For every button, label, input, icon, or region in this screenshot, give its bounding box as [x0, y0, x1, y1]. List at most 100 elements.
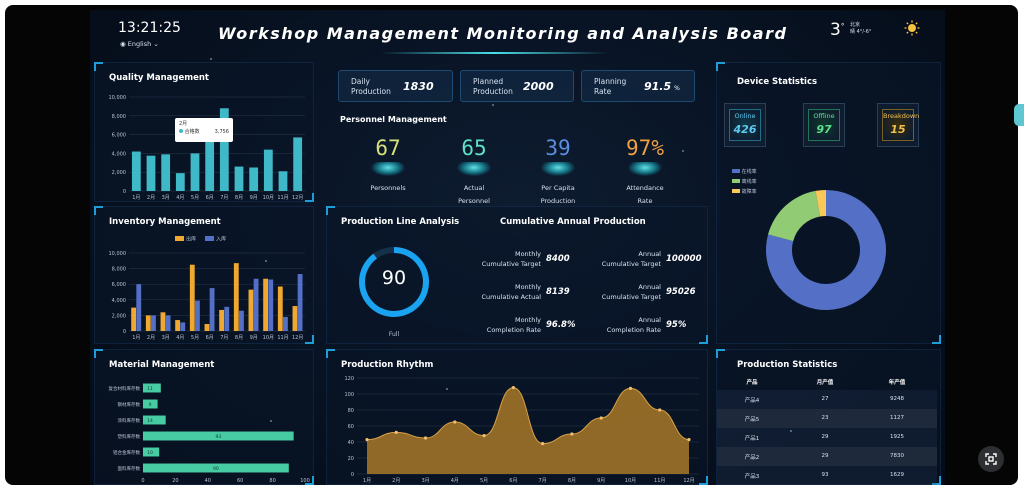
- sun-icon: [904, 20, 920, 36]
- device-breakdown: Breakdown 15: [877, 103, 919, 147]
- personnel-label-line1: Personnels: [370, 184, 406, 192]
- row-label-line2: Completion Rate: [486, 326, 541, 334]
- device-label: Offline: [813, 112, 835, 120]
- pedestal: [541, 162, 575, 176]
- data-point: [541, 442, 545, 446]
- weather-temperature: 3°: [830, 20, 844, 40]
- gauge-arc: [359, 247, 429, 317]
- x-tick-label: 6月: [206, 335, 214, 341]
- dashboard-board: 13:21:25 ◉ English ⌄ Workshop Management…: [90, 10, 945, 485]
- x-tick-label: 100: [300, 478, 310, 484]
- x-tick-label: 5月: [191, 195, 199, 201]
- personnel-label-line1: Per Capita: [541, 184, 575, 192]
- bar: [204, 323, 210, 331]
- bar: [143, 399, 158, 409]
- material-management-title: Material Management: [109, 360, 215, 370]
- table-cell: 产品1: [744, 436, 760, 442]
- inventory-management-panel: Inventory Management 0 2,000 4,000 6,000 8,0…: [94, 206, 314, 344]
- y-tick-label: 复合材料库存数: [109, 385, 141, 392]
- table-cell: 93: [821, 472, 829, 478]
- y-tick-label: 4,000: [112, 298, 126, 304]
- kpi-planning-rate: Planning Rate 91.5%: [581, 70, 695, 102]
- x-tick-label: 1月: [363, 478, 371, 484]
- data-point: [453, 420, 457, 424]
- bar: [233, 263, 239, 331]
- table-cell: 1127: [890, 415, 904, 421]
- y-tick-label: 2,000: [112, 313, 126, 319]
- bar: [146, 155, 156, 191]
- monthly-completion-value: 96.8%: [546, 320, 576, 330]
- chevron-down-icon: ⌄: [153, 40, 159, 48]
- x-tick-label: 10月: [625, 478, 636, 484]
- legend-label: 在线率: [741, 169, 757, 175]
- bar: [136, 284, 142, 331]
- table-row: 产品3 93 1629: [717, 466, 937, 485]
- bar: [143, 431, 294, 441]
- table-cell: 产品2: [744, 455, 760, 461]
- bar: [143, 415, 166, 425]
- personnel-label-line1: Attendance: [626, 184, 664, 192]
- x-tick-label: 3月: [162, 195, 170, 201]
- bar: [143, 447, 160, 457]
- x-tick-label: 20: [172, 478, 178, 484]
- annual-target-value: 100000: [666, 254, 702, 264]
- x-tick-label: 60: [237, 478, 243, 484]
- pedestal: [371, 162, 405, 176]
- bar: [175, 320, 181, 331]
- x-tick-label: 6月: [509, 478, 517, 484]
- x-tick-label: 2月: [147, 195, 155, 201]
- legend-item: 离线率: [732, 177, 757, 187]
- table-row: 产品4 27 9248: [717, 390, 937, 409]
- x-tick-label: 5月: [191, 335, 199, 341]
- device-legend: 在线率 离线率 故障率: [732, 167, 757, 197]
- bar: [175, 173, 185, 191]
- kpi-value: 2000: [523, 80, 554, 93]
- y-tick-label: 涂料库存数: [118, 417, 141, 424]
- row-label-line2: Cumulative Target: [601, 260, 661, 268]
- column-header: 年产值: [888, 380, 906, 386]
- language-selector[interactable]: ◉ English ⌄: [120, 40, 159, 48]
- personnel-value: 97%: [626, 136, 664, 160]
- table-cell: 9248: [890, 396, 904, 402]
- legend-swatch: [205, 236, 214, 241]
- legend-label: 入库: [216, 236, 226, 243]
- y-tick-label: 10,000: [109, 251, 127, 257]
- monthly-target-label: Monthly Cumulative Target: [467, 249, 541, 269]
- screenshot-frame: 13:21:25 ◉ English ⌄ Workshop Management…: [5, 5, 1018, 485]
- page-title: Workshop Management Monitoring and Analy…: [218, 24, 788, 43]
- bar: [292, 306, 298, 331]
- fullscreen-button[interactable]: [978, 446, 1004, 472]
- weather-temperature-unit: °: [840, 22, 845, 31]
- x-tick-label: 1月: [132, 335, 140, 341]
- side-handle[interactable]: [1014, 104, 1024, 126]
- data-point: [599, 416, 603, 420]
- table-cell: 29: [821, 453, 829, 459]
- table-cell: 27: [821, 396, 829, 402]
- data-point: [423, 436, 428, 440]
- cumulative-title: Cumulative Annual Production: [500, 217, 646, 227]
- x-tick-label: 11月: [277, 335, 288, 341]
- production-line-title: Production Line Analysis: [341, 217, 460, 227]
- y-tick-label: 6,000: [112, 282, 126, 288]
- kpi-label-line1: Planning: [594, 77, 627, 86]
- fullscreen-icon: [985, 453, 997, 465]
- title-underline: [380, 52, 608, 54]
- x-tick-label: 1月: [132, 195, 140, 201]
- kpi-unit: %: [674, 85, 680, 92]
- bar: [165, 315, 171, 331]
- y-tick-label: 0: [123, 189, 126, 195]
- production-rhythm-title: Production Rhythm: [341, 360, 434, 370]
- x-tick-label: 4月: [176, 195, 184, 201]
- x-tick-label: 2月: [147, 335, 155, 341]
- table-cell: 产品3: [744, 474, 760, 480]
- bar: [131, 151, 141, 191]
- personnel-count: 67 Personnels: [353, 136, 423, 195]
- language-label: English: [127, 40, 152, 48]
- kpi-label-line1: Daily: [351, 77, 370, 86]
- x-tick-label: 7月: [539, 478, 547, 484]
- data-point: [482, 434, 486, 438]
- bar: [253, 278, 259, 331]
- bar: [180, 322, 186, 331]
- y-tick-label: 塑料库存数: [118, 433, 141, 440]
- area-fill: [367, 387, 689, 474]
